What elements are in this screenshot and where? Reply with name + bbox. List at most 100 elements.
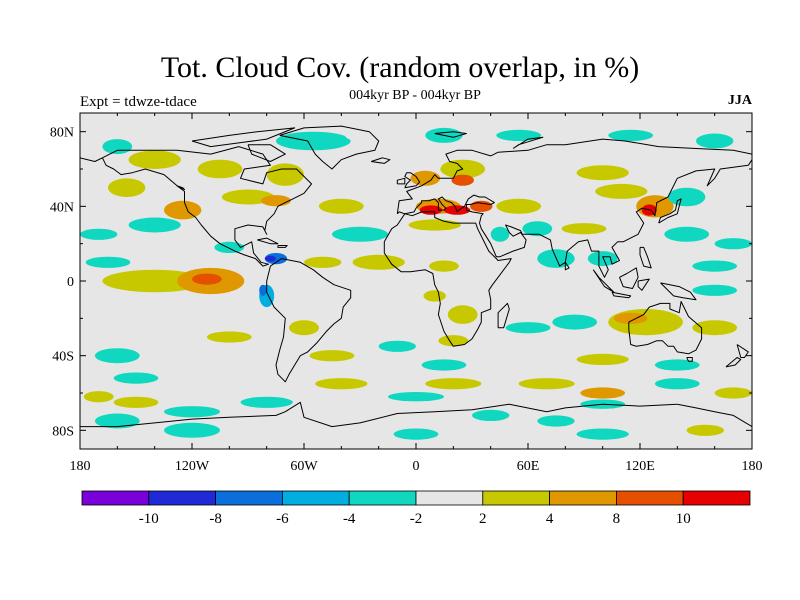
colorbar-label: -8 — [209, 511, 222, 527]
anomaly-patch — [423, 290, 446, 302]
anomaly-patch — [309, 350, 355, 362]
anomaly-patch — [261, 195, 291, 207]
colorbar-swatch — [415, 490, 484, 506]
anomaly-patch — [388, 392, 444, 402]
coastline — [497, 302, 510, 329]
colorbar-label: -10 — [139, 511, 159, 527]
coastline — [637, 278, 650, 291]
coastline — [396, 177, 406, 185]
chart-title: Tot. Cloud Cov. (random overlap, in %) — [160, 51, 640, 84]
coastline — [80, 401, 678, 428]
anomaly-patch — [587, 251, 618, 267]
anomaly-patch — [94, 413, 140, 429]
anomaly-patch — [221, 189, 275, 205]
coastline — [277, 245, 288, 248]
anomaly-patch — [304, 256, 342, 268]
coastline — [564, 262, 570, 271]
anomaly-patch — [496, 198, 542, 214]
anomaly-patch — [654, 359, 700, 371]
anomaly-patch — [80, 228, 118, 240]
anomaly-patch — [472, 409, 510, 421]
anomaly-patch — [608, 129, 654, 141]
colorbar-label: -2 — [410, 511, 423, 527]
anomaly-patch — [164, 200, 202, 220]
coastline — [434, 131, 467, 138]
anomaly-patch — [447, 305, 478, 324]
anomaly-patch — [264, 253, 288, 265]
coastline — [396, 159, 752, 278]
anomaly-patch — [83, 391, 114, 403]
anomaly-patch — [94, 348, 140, 364]
colorbar-label: 10 — [676, 511, 691, 527]
coastline — [658, 198, 682, 224]
anomaly-patch — [408, 219, 461, 231]
anomaly-patch — [289, 320, 319, 336]
coastline — [266, 258, 352, 383]
anomaly-patch — [108, 178, 146, 197]
coastline — [660, 282, 697, 301]
anomaly-patch — [378, 340, 416, 352]
anomaly-patch — [315, 378, 368, 390]
anomaly-patch — [451, 174, 474, 186]
anomaly-patch — [576, 165, 629, 181]
colorbar-label: 2 — [479, 511, 487, 527]
coastline — [383, 211, 512, 347]
anomaly-patch — [537, 415, 575, 427]
coastline — [191, 127, 296, 148]
anomaly-patch — [164, 406, 220, 418]
anomaly-patch — [580, 387, 626, 399]
anomaly-patch — [531, 282, 599, 298]
anomaly-patch — [164, 422, 220, 438]
anomaly-patch — [240, 396, 293, 408]
coastline — [677, 403, 752, 428]
axis-layer: 180 120W 60W 0 60E 120E 180 80N 40N 0 40S 80S — [50, 113, 763, 474]
anomaly-patch — [345, 129, 375, 141]
lat-tick-label: 80S — [52, 424, 74, 439]
experiment-label: Expt = tdwze-tdace — [80, 94, 197, 110]
anomaly-patch — [276, 131, 351, 151]
anomaly-patch — [500, 350, 556, 362]
anomaly-patch — [429, 260, 459, 272]
coastline — [80, 157, 103, 162]
coastline — [628, 301, 703, 355]
lat-tick-label: 80N — [50, 126, 74, 141]
anomaly-patch — [332, 226, 388, 242]
anomaly-patch — [206, 331, 252, 343]
anomaly-patch — [419, 205, 443, 215]
anomaly-patch — [352, 254, 405, 270]
anomaly-patch — [214, 241, 245, 253]
anomaly-patch — [102, 139, 133, 155]
anomaly-patch — [89, 305, 183, 324]
anomaly-patch — [595, 183, 648, 199]
anomaly-patch — [561, 223, 607, 235]
colorbar-label: -6 — [276, 511, 289, 527]
lat-tick-label: 0 — [67, 275, 74, 290]
colorbar-swatch — [148, 490, 217, 506]
anomaly-patch — [696, 133, 734, 149]
anomaly-patch — [328, 288, 411, 304]
anomaly-patch — [264, 255, 276, 262]
anomaly-patch — [613, 312, 648, 324]
lon-tick-label: 60W — [290, 459, 318, 474]
anomaly-patch — [664, 226, 710, 242]
coastline — [686, 357, 693, 362]
anomaly-patch — [425, 378, 482, 390]
anomaly-patch — [692, 320, 738, 336]
anomaly-patch — [393, 428, 439, 440]
coastline — [257, 237, 279, 245]
lon-tick-label: 180 — [742, 459, 763, 474]
coastline — [619, 267, 639, 289]
anomaly-patch — [197, 159, 243, 179]
colorbar-label: 8 — [613, 511, 621, 527]
anomaly-patch — [552, 314, 598, 330]
anomaly-patch — [333, 331, 387, 343]
coastline — [592, 269, 615, 293]
anomaly-patch — [318, 198, 364, 214]
colorbar-swatch — [482, 490, 550, 506]
anomaly-patch — [668, 187, 706, 207]
anomaly-patch — [692, 260, 738, 272]
anomaly-patch — [113, 372, 159, 384]
colorbar-swatch — [281, 490, 350, 506]
anomaly-patch — [160, 338, 206, 354]
anomaly-patch — [128, 150, 181, 169]
